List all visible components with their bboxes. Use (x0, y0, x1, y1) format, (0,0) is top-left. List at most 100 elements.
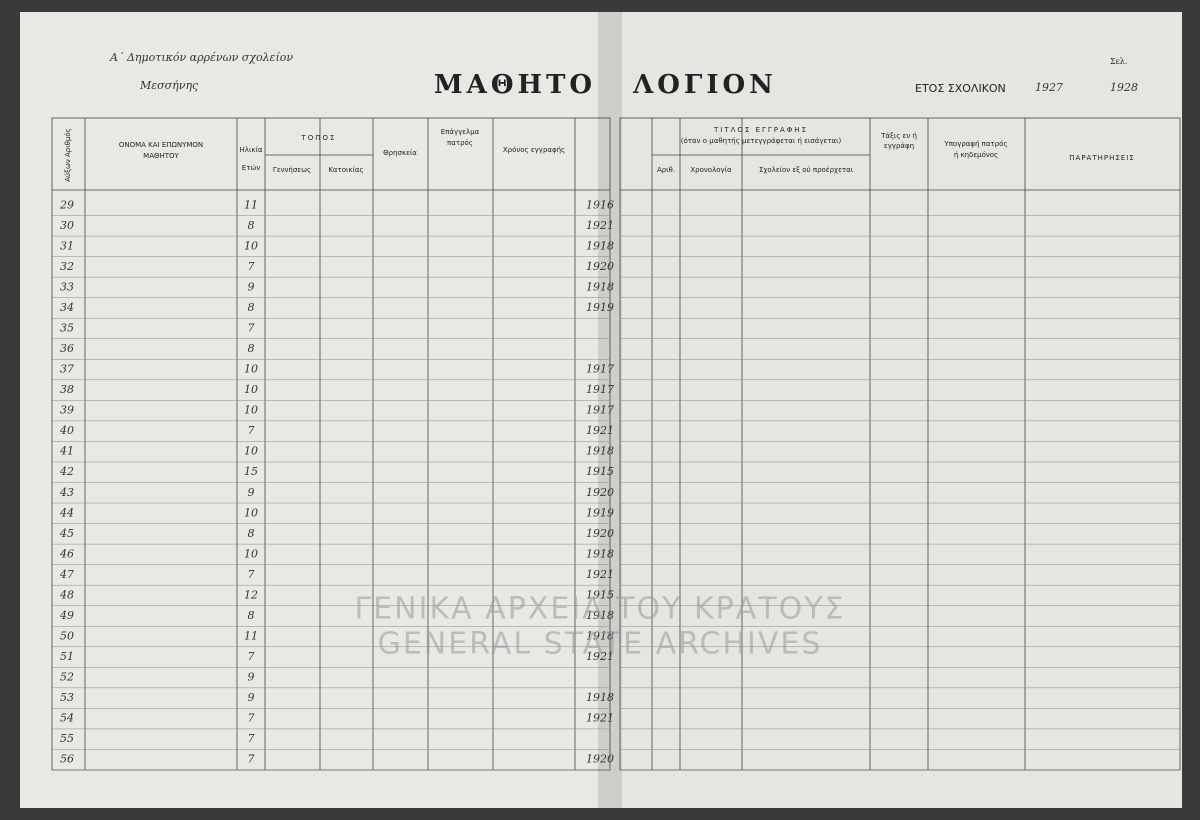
birth-year: 1918 (586, 445, 614, 458)
birth-year: 1920 (586, 260, 614, 273)
birth-year: 1918 (586, 691, 614, 704)
row-number: 41 (59, 445, 74, 458)
col-residence: Κατοικίας (328, 166, 363, 174)
row-number: 52 (60, 671, 74, 684)
col-sign: Υπογραφή πατρός (943, 140, 1007, 148)
row-number: 54 (60, 712, 74, 725)
age: 9 (248, 280, 255, 293)
row-number: 49 (59, 609, 74, 622)
year-to: 1928 (1110, 81, 1138, 94)
col-birth: Γεννήσεως (273, 166, 311, 174)
col-place: ΤΟΠΟΣ (301, 134, 337, 142)
birth-year: 1918 (586, 547, 614, 560)
birth-year: 1919 (586, 506, 614, 519)
row-number: 48 (59, 588, 74, 601)
birth-year: 1919 (586, 301, 614, 314)
row-number: 39 (60, 404, 74, 417)
col-class: Τάξις εν ή (880, 132, 917, 140)
birth-year: 1920 (586, 486, 614, 499)
page-label: Σελ. (1110, 57, 1127, 66)
birth-year: 1921 (586, 650, 614, 663)
row-number: 37 (60, 363, 74, 376)
age: 8 (248, 219, 255, 232)
row-number: 40 (59, 424, 74, 437)
col-name: ΜΑΘΗΤΟΥ (143, 152, 179, 160)
age: 10 (244, 404, 258, 417)
row-number: 38 (60, 383, 74, 396)
row-number: 43 (59, 486, 74, 499)
age: 7 (248, 260, 255, 273)
age: 10 (244, 547, 258, 560)
age: 7 (248, 568, 255, 581)
row-number: 33 (60, 280, 74, 293)
year-label: ΕΤΟΣ ΣΧΟΛΙΚΟΝ (915, 82, 1006, 95)
birth-year: 1915 (586, 588, 614, 601)
col-sign: ή κηδεμόνος (954, 151, 998, 159)
age: 9 (248, 671, 255, 684)
col-name: ΟΝΟΜΑ ΚΑΙ ΕΠΩΝΥΜΟΝ (119, 141, 203, 149)
year-from: 1927 (1035, 81, 1063, 94)
row-number: 44 (59, 506, 74, 519)
age: 10 (244, 445, 258, 458)
col-school: Σχολείον εξ ού προέρχεται (759, 166, 854, 174)
age: 7 (248, 712, 255, 725)
col-enrol: Χρόνος εγγραφής (503, 146, 565, 154)
birth-year: 1918 (586, 630, 614, 643)
age: 10 (244, 239, 258, 252)
age: 11 (244, 630, 258, 643)
age: 8 (248, 342, 255, 355)
birth-year: 1917 (586, 404, 614, 417)
birth-year: 1921 (586, 568, 614, 581)
age: 7 (248, 424, 255, 437)
age: 8 (248, 527, 255, 540)
row-number: 36 (60, 342, 74, 355)
row-number: 42 (59, 465, 74, 478)
rows: 29 11 1916 30 8 1921 31 10 1918 32 7 1920 33 9 1918 34 8… (52, 198, 1180, 771)
birth-year: 1918 (586, 239, 614, 252)
row-number: 32 (60, 260, 74, 273)
age: 8 (248, 301, 255, 314)
age: 9 (248, 691, 255, 704)
row-number: 53 (60, 691, 74, 704)
row-number: 45 (59, 527, 74, 540)
row-number: 50 (60, 630, 74, 643)
col-religion: Θρησκεία (383, 149, 417, 157)
age: 10 (244, 506, 258, 519)
age: 7 (248, 732, 255, 745)
birth-year: 1917 (586, 383, 614, 396)
birth-year: 1921 (586, 219, 614, 232)
col-age: Ηλικία (240, 146, 263, 154)
row-number: 47 (59, 568, 74, 581)
right-page (610, 12, 1182, 808)
age: 11 (244, 198, 258, 211)
age: 10 (244, 363, 258, 376)
school-name: Α΄ Δημοτικόν αρρένων σχολείον (109, 51, 293, 64)
row-number: 56 (60, 753, 74, 766)
age: 12 (244, 588, 258, 601)
col-remarks: ΠΑΡΑΤΗΡΗΣΕΙΣ (1069, 154, 1134, 162)
title-right: ΛΟΓΙΟΝ (632, 70, 777, 100)
row-number: 29 (59, 198, 74, 211)
col-job: πατρός (447, 139, 473, 147)
col-job: Επάγγελμα (441, 128, 480, 136)
row-number: 34 (60, 301, 74, 314)
row-number: 46 (59, 547, 74, 560)
col-class: εγγράφη (884, 142, 914, 150)
age: 10 (244, 383, 258, 396)
age: 9 (248, 486, 255, 499)
col-title: ΤΙΤΛΟΣ ΕΓΓΡΑΦΗΣ (713, 126, 808, 134)
col-note: (όταν ο μαθητής μετεγγράφεται ή εισάγετα… (681, 137, 842, 145)
title-left: ΜΑΘΗΤΟ (434, 70, 596, 100)
col-number: Αύξων Αριθμός (64, 128, 72, 181)
age: 7 (248, 753, 255, 766)
watermark-latin: GENERAL STATE ARCHIVES (378, 627, 823, 662)
birth-year: 1915 (586, 465, 614, 478)
row-number: 35 (60, 321, 74, 334)
age: 7 (248, 321, 255, 334)
birth-year: 1916 (586, 198, 614, 211)
row-number: 55 (60, 732, 74, 745)
birth-year: 1918 (586, 609, 614, 622)
birth-year: 1921 (586, 712, 614, 725)
